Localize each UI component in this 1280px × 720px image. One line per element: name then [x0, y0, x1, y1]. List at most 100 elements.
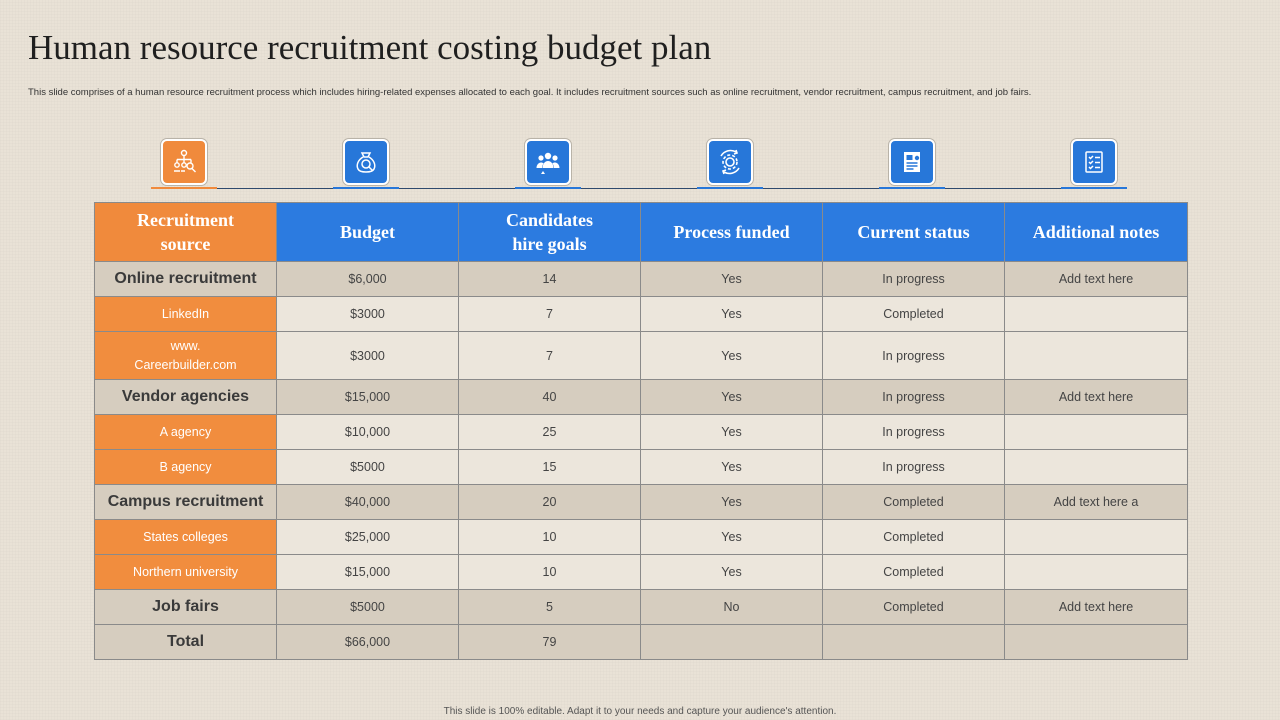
- status-cell: Completed: [822, 296, 1005, 332]
- status-cell: [822, 624, 1005, 660]
- table-row: Online recruitment $6,000 14 Yes In prog…: [94, 261, 1188, 297]
- notes-cell: [1004, 554, 1188, 590]
- status-cell: Completed: [822, 519, 1005, 555]
- header-process-funded: Process funded: [640, 202, 823, 262]
- status-cell: In progress: [822, 331, 1005, 380]
- table-row: Vendor agencies $15,000 40 Yes In progre…: [94, 379, 1188, 415]
- funded-cell: Yes: [640, 261, 823, 297]
- table-row: States colleges $25,000 10 Yes Completed: [94, 519, 1188, 555]
- icon-underline: [1061, 187, 1127, 189]
- table-row: A agency $10,000 25 Yes In progress: [94, 414, 1188, 450]
- budget-cell: $15,000: [276, 379, 459, 415]
- header-current-status: Current status: [822, 202, 1005, 262]
- budget-cell: $5000: [276, 449, 459, 485]
- table-header-row: Recruitment source Budget Candidates hir…: [94, 202, 1188, 262]
- status-cell: In progress: [822, 414, 1005, 450]
- funded-cell: Yes: [640, 519, 823, 555]
- icon-slot: [640, 138, 889, 190]
- goals-cell: 7: [458, 296, 641, 332]
- icon-underline: [333, 187, 399, 189]
- connector-line: [581, 188, 707, 189]
- icon-underline: [151, 187, 217, 189]
- icon-slot: [1004, 138, 1186, 190]
- source-cell: Online recruitment: [94, 261, 277, 297]
- funded-cell: Yes: [640, 484, 823, 520]
- source-cell: LinkedIn: [94, 296, 277, 332]
- goals-cell: 7: [458, 331, 641, 380]
- table-row: Campus recruitment $40,000 20 Yes Comple…: [94, 484, 1188, 520]
- status-cell: In progress: [822, 449, 1005, 485]
- notes-cell: Add text here: [1004, 589, 1188, 625]
- funded-cell: Yes: [640, 449, 823, 485]
- header-budget: Budget: [276, 202, 459, 262]
- budget-table: Recruitment source Budget Candidates hir…: [94, 202, 1188, 660]
- funded-cell: Yes: [640, 379, 823, 415]
- table-row: LinkedIn $3000 7 Yes Completed: [94, 296, 1188, 332]
- page-title: Human resource recruitment costing budge…: [28, 28, 712, 67]
- source-cell: Vendor agencies: [94, 379, 277, 415]
- checklist-icon: [1071, 139, 1117, 185]
- header-candidates-hire-goals: Candidates hire goals: [458, 202, 641, 262]
- budget-cell: $15,000: [276, 554, 459, 590]
- funded-cell: Yes: [640, 414, 823, 450]
- budget-cell: $10,000: [276, 414, 459, 450]
- goals-cell: 10: [458, 554, 641, 590]
- footer-note: This slide is 100% editable. Adapt it to…: [443, 706, 837, 717]
- notes-cell: Add text here: [1004, 379, 1188, 415]
- icon-underline: [879, 187, 945, 189]
- funded-cell: Yes: [640, 296, 823, 332]
- source-cell: B agency: [94, 449, 277, 485]
- table-row: www. Careerbuilder.com $3000 7 Yes In pr…: [94, 331, 1188, 380]
- document-check-icon: [889, 139, 935, 185]
- header-recruitment-source: Recruitment source: [94, 202, 277, 262]
- icon-slot: [458, 138, 707, 190]
- icon-slot: [94, 138, 343, 190]
- connector-line: [763, 188, 889, 189]
- status-cell: Completed: [822, 554, 1005, 590]
- source-cell: Job fairs: [94, 589, 277, 625]
- gear-cycle-icon: [707, 139, 753, 185]
- notes-cell: [1004, 414, 1188, 450]
- goals-cell: 40: [458, 379, 641, 415]
- notes-cell: [1004, 519, 1188, 555]
- icon-slot: [276, 138, 525, 190]
- goals-cell: 10: [458, 519, 641, 555]
- funded-cell: Yes: [640, 331, 823, 380]
- connector-line: [217, 188, 343, 189]
- source-cell: Campus recruitment: [94, 484, 277, 520]
- budget-cell: $66,000: [276, 624, 459, 660]
- goals-cell: 79: [458, 624, 641, 660]
- icon-row: [94, 138, 1186, 190]
- budget-cell: $3000: [276, 296, 459, 332]
- source-cell: Total: [94, 624, 277, 660]
- funded-cell: No: [640, 589, 823, 625]
- connector-line: [945, 188, 1071, 189]
- source-cell: Northern university: [94, 554, 277, 590]
- org-chart-search-icon: [161, 139, 207, 185]
- goals-cell: 5: [458, 589, 641, 625]
- icon-underline: [515, 187, 581, 189]
- notes-cell: [1004, 296, 1188, 332]
- funded-cell: [640, 624, 823, 660]
- status-cell: Completed: [822, 589, 1005, 625]
- status-cell: In progress: [822, 261, 1005, 297]
- page-subtitle: This slide comprises of a human resource…: [28, 87, 1032, 98]
- notes-cell: Add text here a: [1004, 484, 1188, 520]
- notes-cell: [1004, 449, 1188, 485]
- table-row: Northern university $15,000 10 Yes Compl…: [94, 554, 1188, 590]
- budget-cell: $6,000: [276, 261, 459, 297]
- goals-cell: 15: [458, 449, 641, 485]
- budget-cell: $25,000: [276, 519, 459, 555]
- connector-line: [399, 188, 525, 189]
- table-total-row: Total $66,000 79: [94, 624, 1188, 660]
- goals-cell: 20: [458, 484, 641, 520]
- icon-slot: [822, 138, 1071, 190]
- notes-cell: [1004, 624, 1188, 660]
- notes-cell: Add text here: [1004, 261, 1188, 297]
- icon-underline: [697, 187, 763, 189]
- budget-cell: $40,000: [276, 484, 459, 520]
- notes-cell: [1004, 331, 1188, 380]
- budget-cell: $5000: [276, 589, 459, 625]
- table-row: Job fairs $5000 5 No Completed Add text …: [94, 589, 1188, 625]
- source-cell: States colleges: [94, 519, 277, 555]
